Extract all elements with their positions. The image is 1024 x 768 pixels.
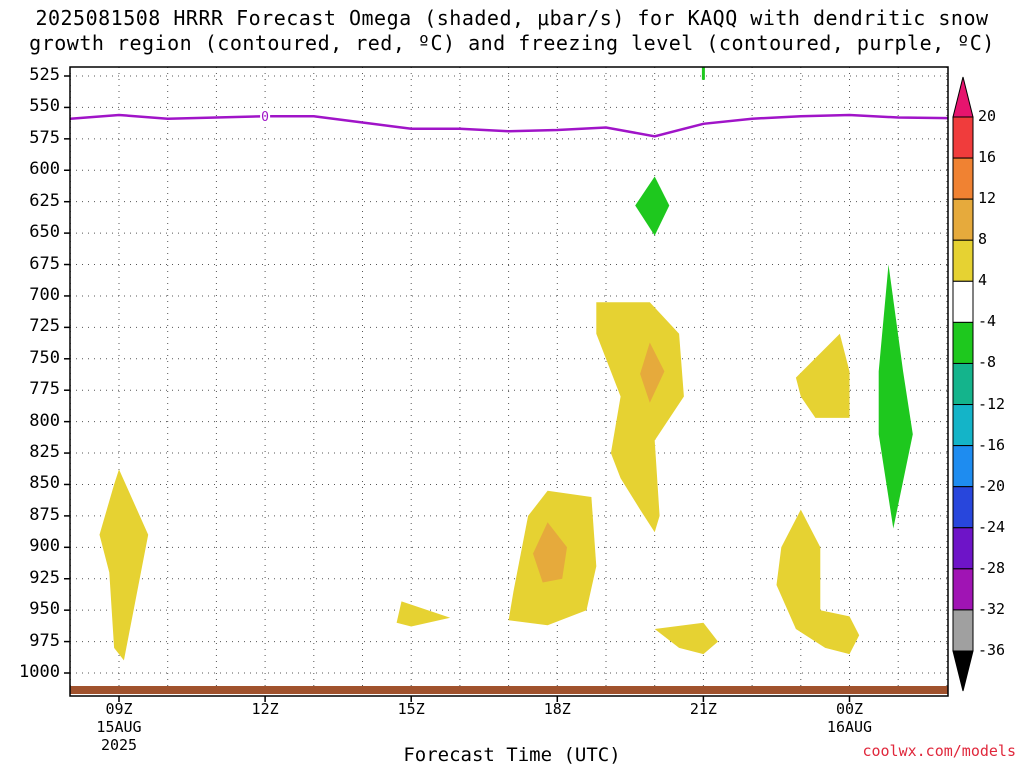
source-credit[interactable]: coolwx.com/models xyxy=(862,742,1016,760)
colorbar-segment xyxy=(952,609,974,652)
colorbar-label: -8 xyxy=(978,353,997,372)
x-tick-label: 21Z xyxy=(663,700,743,718)
x-tick-label: 18Z xyxy=(517,700,597,718)
colorbar-top-arrow xyxy=(952,76,974,118)
omega-region-8 xyxy=(776,509,860,655)
omega-region-5 xyxy=(640,342,665,403)
x-tick-label: 21Z xyxy=(689,700,717,718)
colorbar-label: -28 xyxy=(978,558,1006,577)
omega-region-11 xyxy=(878,264,913,529)
colorbar-bottom-arrow xyxy=(952,650,974,692)
x-tick-label: 09Z xyxy=(105,700,133,718)
colorbar-label: 8 xyxy=(978,230,988,249)
x-tick-label: 18Z xyxy=(543,700,571,718)
x-tick-label: 00Z 16AUG xyxy=(810,700,890,736)
x-tick-label: 12Z xyxy=(225,700,305,718)
colorbar-segment xyxy=(952,321,974,364)
x-tick-label: 12Z xyxy=(251,700,279,718)
y-tick-label: 900 xyxy=(29,536,60,557)
omega-region-6 xyxy=(654,622,718,655)
colorbar-label: 20 xyxy=(978,107,997,125)
colorbar-segment xyxy=(952,157,974,200)
x-tick-sub1: 16AUG xyxy=(826,718,873,736)
y-tick-label: 975 xyxy=(29,630,60,651)
colorbar-segment xyxy=(952,362,974,406)
freezing-level-label: 0 xyxy=(261,110,269,125)
y-tick-label: 925 xyxy=(29,567,60,588)
colorbar-label: -20 xyxy=(978,476,1006,495)
chart-title-line-1: 2025081508 HRRR Forecast Omega (shaded, … xyxy=(35,6,989,30)
axis-ticks xyxy=(64,75,851,702)
colorbar-segment xyxy=(952,486,974,529)
colorbar-segment xyxy=(952,198,974,241)
y-tick-label: 650 xyxy=(29,222,60,243)
x-tick-sub1: 15AUG xyxy=(96,718,142,736)
colorbar-segment xyxy=(952,239,974,282)
y-tick-label: 850 xyxy=(29,473,60,494)
x-tick-sub2: 2025 xyxy=(100,736,138,754)
y-tick-label: 600 xyxy=(29,159,60,180)
x-axis-title: Forecast Time (UTC) xyxy=(403,744,621,766)
y-tick-label: 725 xyxy=(29,316,60,337)
ground-surface xyxy=(70,686,948,694)
omega-region-10 xyxy=(635,176,670,236)
x-tick-label: 00Z xyxy=(835,700,864,718)
colorbar-label: -32 xyxy=(978,599,1006,618)
colorbar-label: -12 xyxy=(978,394,1006,413)
colorbar-label: -4 xyxy=(978,312,997,331)
x-tick-label: 15Z xyxy=(397,700,425,718)
y-tick-label: 775 xyxy=(29,379,60,400)
freezing-level: 0 xyxy=(70,108,948,138)
colorbar-segment xyxy=(952,280,974,323)
x-tick-label: 09Z 15AUG 2025 xyxy=(79,700,159,754)
omega-region-4 xyxy=(596,302,684,533)
omega-region-0 xyxy=(99,469,149,661)
y-tick-label: 825 xyxy=(29,442,60,463)
y-tick-label: 675 xyxy=(29,253,60,274)
omega-region-7 xyxy=(795,333,850,418)
y-tick-label: 1000 xyxy=(19,662,60,682)
colorbar-segment xyxy=(952,404,974,447)
colorbar-label: -24 xyxy=(978,517,1006,536)
omega-regions xyxy=(99,67,913,661)
colorbar-label: 12 xyxy=(978,189,997,208)
y-tick-label: 625 xyxy=(29,190,60,211)
omega-region-1 xyxy=(396,601,451,627)
colorbar-segment xyxy=(952,116,974,159)
y-tick-label: 950 xyxy=(29,599,60,620)
y-tick-label: 525 xyxy=(29,65,60,85)
plot-border xyxy=(69,66,949,697)
chart-title-line-2: growth region (contoured, red, ºC) and f… xyxy=(29,31,995,55)
colorbar-segment xyxy=(952,568,974,611)
y-tick-label: 575 xyxy=(29,127,60,148)
freezing-level-line xyxy=(70,113,948,138)
y-tick-label: 750 xyxy=(29,347,60,368)
y-tick-label: 800 xyxy=(29,410,60,431)
grid-lines xyxy=(69,67,948,696)
y-tick-label: 700 xyxy=(29,284,60,305)
colorbar-label: -16 xyxy=(978,435,1006,454)
x-tick-label: 15Z xyxy=(371,700,451,718)
freezing-level-label-bg xyxy=(260,108,271,125)
colorbar xyxy=(952,76,974,692)
y-tick-label: 550 xyxy=(29,96,60,117)
colorbar-segment xyxy=(952,445,974,488)
omega-region-3 xyxy=(533,522,567,583)
colorbar-label: 16 xyxy=(978,148,997,167)
colorbar-label: -36 xyxy=(978,641,1006,659)
colorbar-segment xyxy=(952,527,974,570)
colorbar-label: 4 xyxy=(978,271,988,290)
y-tick-label: 875 xyxy=(29,504,60,525)
